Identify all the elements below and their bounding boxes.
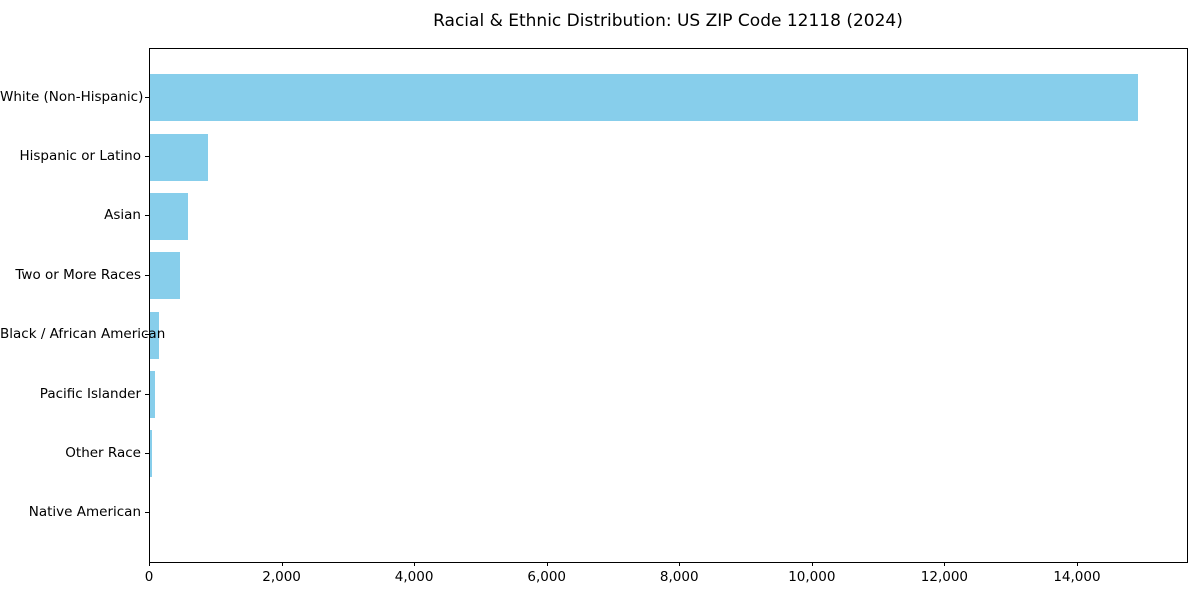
x-tick-mark xyxy=(281,562,283,566)
y-tick-mark xyxy=(145,215,149,217)
x-tick-label: 2,000 xyxy=(262,569,301,585)
x-tick-label: 8,000 xyxy=(659,569,699,585)
x-tick-label: 0 xyxy=(144,569,154,585)
bars-layer xyxy=(150,49,1187,562)
x-tick-mark xyxy=(944,562,946,566)
x-tick-mark xyxy=(149,562,150,566)
x-tick-mark xyxy=(811,562,813,566)
bar xyxy=(150,133,208,181)
bar xyxy=(150,371,155,419)
y-tick-mark xyxy=(145,452,149,454)
y-tick-label: Native American xyxy=(28,504,141,521)
bar xyxy=(150,74,1138,122)
bar xyxy=(150,311,160,359)
x-tick-mark xyxy=(679,562,681,566)
bar xyxy=(150,252,181,300)
y-tick-mark xyxy=(145,512,149,514)
x-tick-label: 12,000 xyxy=(920,569,969,585)
y-tick-label: Pacific Islander xyxy=(39,385,141,402)
x-tick-label: 4,000 xyxy=(394,569,434,585)
x-tick-mark xyxy=(414,562,416,566)
x-tick-label: 10,000 xyxy=(788,569,836,585)
y-tick-mark xyxy=(145,334,149,336)
x-tick-mark xyxy=(1076,562,1078,566)
y-tick-label: Two or More Races xyxy=(15,266,141,283)
y-tick-label: Hispanic or Latino xyxy=(19,148,141,165)
y-tick-label: Other Race xyxy=(65,444,141,461)
x-tick-label: 6,000 xyxy=(527,569,567,585)
y-tick-mark xyxy=(145,156,149,158)
bar xyxy=(150,430,153,478)
y-tick-label: Asian xyxy=(104,207,141,224)
plot-area xyxy=(149,48,1188,563)
y-tick-mark xyxy=(145,274,149,276)
bar xyxy=(150,192,189,240)
y-tick-mark xyxy=(145,393,149,395)
y-tick-label: White (Non-Hispanic) xyxy=(0,88,144,105)
y-tick-mark xyxy=(145,96,149,98)
x-tick-label: 14,000 xyxy=(1053,569,1101,585)
y-tick-label: Black / African American xyxy=(0,326,166,343)
x-tick-mark xyxy=(546,562,548,566)
chart-title: Racial & Ethnic Distribution: US ZIP Cod… xyxy=(433,11,903,31)
